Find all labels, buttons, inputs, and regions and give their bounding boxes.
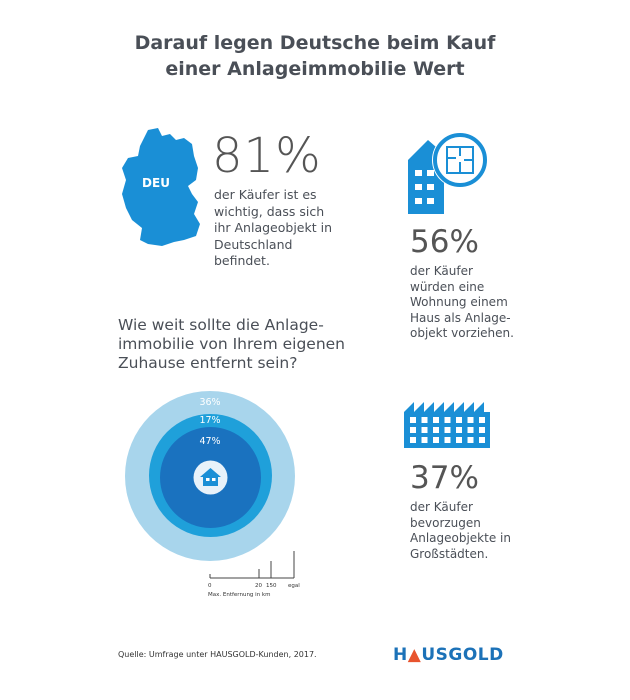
ring-label-middle: 17% bbox=[199, 415, 221, 426]
ring-label-inner: 47% bbox=[199, 436, 221, 447]
distance-question: Wie weit sollte die Anlage-immobilie von… bbox=[118, 316, 346, 372]
map-label: DEU bbox=[142, 176, 170, 190]
hausgold-logo: H▲USGOLD bbox=[393, 645, 504, 665]
stat2-value: 56% bbox=[410, 224, 479, 260]
scale-tick-0: 0 bbox=[208, 583, 212, 589]
germany-map-icon: DEU bbox=[122, 128, 200, 246]
scale-label: Max. Entfernung in km bbox=[208, 592, 271, 598]
stat1-value: 81% bbox=[212, 128, 322, 184]
stat3-value: 37% bbox=[410, 460, 479, 496]
home-icon bbox=[193, 460, 228, 495]
stat1-text: der Käufer ist es wichtig, dass sich ihr A… bbox=[214, 187, 332, 268]
scale-tick-20: 20 bbox=[255, 583, 262, 589]
scale-tick-egal: egal bbox=[288, 583, 300, 589]
city-buildings-icon bbox=[404, 402, 490, 448]
apartment-floorplan-icon bbox=[408, 132, 488, 214]
page-title: Darauf legen Deutsche beim Kauf einer An… bbox=[134, 32, 496, 80]
scale-tick-150: 150 bbox=[266, 583, 277, 589]
stat3-text: der Käufer bevorzugen Anlageobjekte in Groß… bbox=[410, 500, 511, 561]
stat2-text: der Käufer würden eine Wohnung einem Haus a… bbox=[410, 264, 514, 340]
ring-label-outer: 36% bbox=[199, 397, 221, 408]
distance-scale bbox=[209, 551, 295, 579]
source-note: Quelle: Umfrage unter HAUSGOLD-Kunden, 2… bbox=[118, 650, 317, 659]
